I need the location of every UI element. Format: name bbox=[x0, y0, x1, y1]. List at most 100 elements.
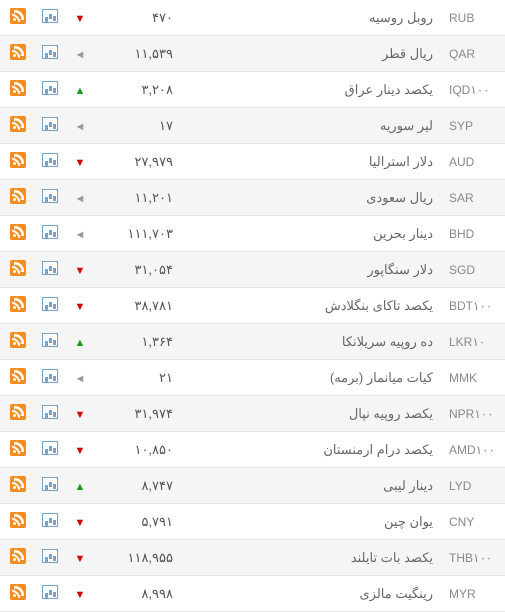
chart-link[interactable] bbox=[34, 324, 66, 360]
currency-value: ۱۱۱,۷۰۳ bbox=[94, 216, 179, 252]
currency-code: BDT۱۰۰ bbox=[439, 288, 505, 324]
rss-link[interactable] bbox=[0, 108, 34, 144]
currency-name[interactable]: رینگیت مالزی bbox=[179, 576, 439, 612]
currency-name[interactable]: یکصد دینار عراق bbox=[179, 72, 439, 108]
chart-icon bbox=[42, 225, 58, 239]
trend-arrow-icon: ▲ bbox=[66, 324, 94, 360]
chart-icon bbox=[42, 9, 58, 23]
rss-link[interactable] bbox=[0, 180, 34, 216]
chart-icon bbox=[42, 513, 58, 527]
rss-link[interactable] bbox=[0, 360, 34, 396]
rss-link[interactable] bbox=[0, 0, 34, 36]
table-row: CNYیوان چین۵,۷۹۱▼ bbox=[0, 504, 505, 540]
chart-link[interactable] bbox=[34, 504, 66, 540]
chart-icon bbox=[42, 441, 58, 455]
currency-name[interactable]: لیر سوریه bbox=[179, 108, 439, 144]
chart-icon bbox=[42, 81, 58, 95]
currency-code: SGD bbox=[439, 252, 505, 288]
rss-link[interactable] bbox=[0, 324, 34, 360]
trend-arrow-icon: ▲ bbox=[66, 468, 94, 504]
rss-link[interactable] bbox=[0, 504, 34, 540]
currency-name[interactable]: دلار استرالیا bbox=[179, 144, 439, 180]
rss-icon bbox=[10, 44, 26, 60]
currency-name[interactable]: یکصد درام ارمنستان bbox=[179, 432, 439, 468]
rss-link[interactable] bbox=[0, 252, 34, 288]
chart-link[interactable] bbox=[34, 144, 66, 180]
rss-link[interactable] bbox=[0, 216, 34, 252]
table-row: SARریال سعودی۱۱,۲۰۱◄ bbox=[0, 180, 505, 216]
rss-link[interactable] bbox=[0, 72, 34, 108]
rss-link[interactable] bbox=[0, 144, 34, 180]
table-row: RUBروبل روسیه۴۷۰▼ bbox=[0, 0, 505, 36]
chart-link[interactable] bbox=[34, 468, 66, 504]
currency-value: ۳۱,۰۵۴ bbox=[94, 252, 179, 288]
currency-name[interactable]: یکصد بات تایلند bbox=[179, 540, 439, 576]
rss-icon bbox=[10, 152, 26, 168]
chart-icon bbox=[42, 477, 58, 491]
chart-link[interactable] bbox=[34, 360, 66, 396]
currency-name[interactable]: ده روپیه سریلانکا bbox=[179, 324, 439, 360]
chart-link[interactable] bbox=[34, 540, 66, 576]
currency-value: ۱۷ bbox=[94, 108, 179, 144]
chart-link[interactable] bbox=[34, 396, 66, 432]
table-row: SGDدلار سنگاپور۳۱,۰۵۴▼ bbox=[0, 252, 505, 288]
currency-name[interactable]: کیات میانمار (برمه) bbox=[179, 360, 439, 396]
table-row: AUDدلار استرالیا۲۷,۹۷۹▼ bbox=[0, 144, 505, 180]
currency-name[interactable]: دینار بحرین bbox=[179, 216, 439, 252]
currency-code: LKR۱۰ bbox=[439, 324, 505, 360]
currency-name[interactable]: ریال سعودی bbox=[179, 180, 439, 216]
chart-link[interactable] bbox=[34, 36, 66, 72]
currency-value: ۳۱,۹۷۴ bbox=[94, 396, 179, 432]
currency-name[interactable]: یکصد تاکای بنگلادش bbox=[179, 288, 439, 324]
chart-link[interactable] bbox=[34, 288, 66, 324]
table-row: BDT۱۰۰یکصد تاکای بنگلادش۳۸,۷۸۱▼ bbox=[0, 288, 505, 324]
chart-icon bbox=[42, 585, 58, 599]
rss-icon bbox=[10, 188, 26, 204]
rss-link[interactable] bbox=[0, 432, 34, 468]
currency-name[interactable]: دینار لیبی bbox=[179, 468, 439, 504]
chart-link[interactable] bbox=[34, 576, 66, 612]
chart-link[interactable] bbox=[34, 432, 66, 468]
chart-icon bbox=[42, 261, 58, 275]
chart-icon bbox=[42, 369, 58, 383]
table-row: IQD۱۰۰یکصد دینار عراق۳,۲۰۸▲ bbox=[0, 72, 505, 108]
currency-value: ۱,۳۶۴ bbox=[94, 324, 179, 360]
currency-name[interactable]: یکصد روپیه نپال bbox=[179, 396, 439, 432]
rss-link[interactable] bbox=[0, 288, 34, 324]
chart-link[interactable] bbox=[34, 252, 66, 288]
chart-icon bbox=[42, 45, 58, 59]
rss-icon bbox=[10, 368, 26, 384]
rss-icon bbox=[10, 512, 26, 528]
rss-link[interactable] bbox=[0, 540, 34, 576]
currency-name[interactable]: یوان چین bbox=[179, 504, 439, 540]
currency-code: MMK bbox=[439, 360, 505, 396]
chart-link[interactable] bbox=[34, 180, 66, 216]
currency-value: ۱۱,۲۰۱ bbox=[94, 180, 179, 216]
rss-link[interactable] bbox=[0, 468, 34, 504]
currency-name[interactable]: دلار سنگاپور bbox=[179, 252, 439, 288]
chart-link[interactable] bbox=[34, 0, 66, 36]
currency-value: ۲۷,۹۷۹ bbox=[94, 144, 179, 180]
chart-link[interactable] bbox=[34, 72, 66, 108]
chart-icon bbox=[42, 297, 58, 311]
table-row: THB۱۰۰یکصد بات تایلند۱۱۸,۹۵۵▼ bbox=[0, 540, 505, 576]
chart-icon bbox=[42, 153, 58, 167]
rss-icon bbox=[10, 116, 26, 132]
currency-code: LYD bbox=[439, 468, 505, 504]
rss-link[interactable] bbox=[0, 36, 34, 72]
chart-link[interactable] bbox=[34, 216, 66, 252]
trend-arrow-icon: ◄ bbox=[66, 36, 94, 72]
currency-code: IQD۱۰۰ bbox=[439, 72, 505, 108]
trend-arrow-icon: ▼ bbox=[66, 504, 94, 540]
currency-name[interactable]: ریال قطر bbox=[179, 36, 439, 72]
currency-value: ۲۱ bbox=[94, 360, 179, 396]
rss-link[interactable] bbox=[0, 396, 34, 432]
rss-icon bbox=[10, 404, 26, 420]
table-row: LKR۱۰ده روپیه سریلانکا۱,۳۶۴▲ bbox=[0, 324, 505, 360]
rss-icon bbox=[10, 548, 26, 564]
rss-link[interactable] bbox=[0, 576, 34, 612]
currency-value: ۳,۲۰۸ bbox=[94, 72, 179, 108]
chart-link[interactable] bbox=[34, 108, 66, 144]
currency-name[interactable]: روبل روسیه bbox=[179, 0, 439, 36]
currency-value: ۱۱,۵۳۹ bbox=[94, 36, 179, 72]
